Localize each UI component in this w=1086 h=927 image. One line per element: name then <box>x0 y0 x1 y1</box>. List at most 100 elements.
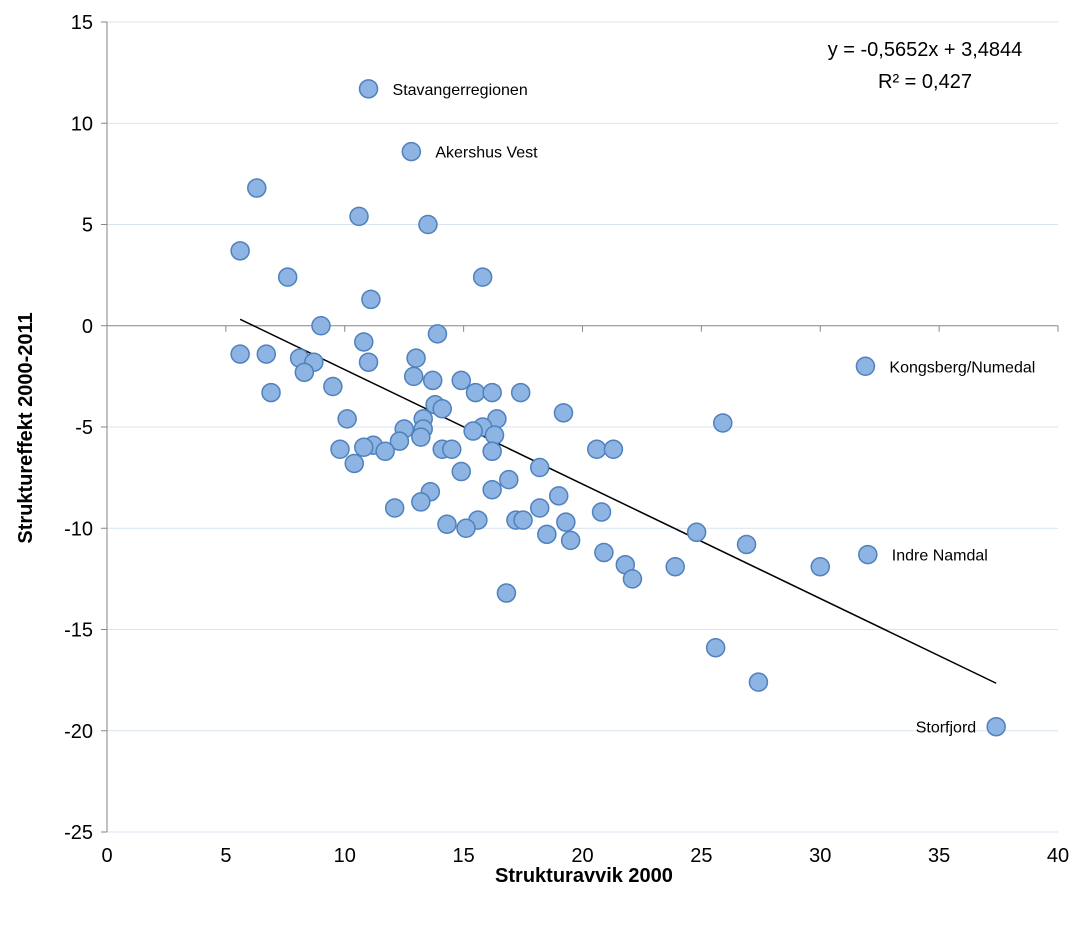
x-tick-label: 0 <box>101 845 112 867</box>
point-label: Akershus Vest <box>435 145 538 162</box>
data-point <box>553 403 574 423</box>
data-point <box>422 370 443 391</box>
trendline-group <box>239 318 997 684</box>
data-point <box>472 267 493 287</box>
point-label: Stavangerregionen <box>393 82 528 99</box>
data-point <box>594 542 614 563</box>
data-point <box>411 492 431 512</box>
data-point <box>713 413 733 433</box>
gridlines <box>107 21 1058 833</box>
data-point <box>855 356 876 376</box>
x-tick-labels: 0 5 10 15 20 25 30 35 40 <box>101 845 1069 867</box>
y-tick-labels: 15 10 5 0 -5 -10 -15 -20 -25 <box>64 12 93 844</box>
data-point <box>451 461 471 482</box>
data-point <box>858 544 878 565</box>
data-point <box>311 316 331 336</box>
y-tick-label: 5 <box>82 215 93 237</box>
data-point <box>482 441 502 462</box>
data-point <box>349 206 369 227</box>
data-point <box>330 439 350 460</box>
x-tick-label: 40 <box>1047 845 1069 867</box>
y-tick-label: -10 <box>64 518 93 540</box>
x-tick-label: 15 <box>453 845 475 867</box>
trendline-r-squared: R² = 0,427 <box>878 71 972 93</box>
trendline-equation: y = -0,5652x + 3,4844 <box>828 39 1023 61</box>
data-point <box>261 382 281 403</box>
data-point <box>361 289 381 310</box>
y-tick-label: -20 <box>64 721 93 743</box>
data-point <box>810 556 830 577</box>
data-point <box>587 439 607 460</box>
y-tick-label: 0 <box>82 316 93 338</box>
y-tick-label: 15 <box>71 12 93 34</box>
trendline <box>239 318 997 684</box>
data-point <box>354 332 374 352</box>
point-label: Indre Namdal <box>892 548 988 565</box>
data-point <box>603 439 624 460</box>
point-labels: Stavangerregionen Akershus Vest Kongsberg/… <box>393 82 1036 737</box>
data-point <box>344 453 365 474</box>
data-point <box>437 514 457 534</box>
data-point <box>323 376 343 397</box>
data-point <box>358 352 379 372</box>
data-point <box>247 178 267 198</box>
data-point <box>403 366 424 387</box>
data-point <box>556 512 576 532</box>
data-point <box>510 382 531 403</box>
data-point <box>277 267 298 287</box>
x-tick-label: 30 <box>809 845 831 867</box>
data-point <box>560 530 581 551</box>
data-point <box>465 382 486 403</box>
data-point <box>456 518 476 538</box>
y-axis-title: Struktureffekt 2000-2011 <box>15 312 37 543</box>
data-point <box>432 399 452 419</box>
y-tick-label: -25 <box>64 822 93 844</box>
data-point <box>401 141 422 162</box>
data-point <box>441 439 462 460</box>
data-points <box>230 79 1006 737</box>
data-point <box>294 362 315 383</box>
data-point <box>537 524 557 545</box>
data-point <box>389 431 410 451</box>
data-point <box>406 348 426 368</box>
data-point <box>529 498 550 518</box>
axes <box>101 21 1059 833</box>
data-point <box>384 498 405 518</box>
data-point <box>451 370 471 391</box>
data-point <box>358 79 379 99</box>
data-point <box>230 241 250 261</box>
x-tick-label: 25 <box>690 845 712 867</box>
data-point <box>736 534 757 555</box>
data-point <box>513 510 533 530</box>
x-tick-label: 10 <box>334 845 356 867</box>
data-point <box>230 344 250 364</box>
data-point <box>427 324 448 344</box>
data-point <box>482 382 502 403</box>
data-point <box>484 425 505 445</box>
data-point <box>686 522 707 543</box>
data-point <box>496 583 517 603</box>
data-point <box>337 409 357 429</box>
data-point <box>529 457 550 478</box>
y-tick-label: 10 <box>71 113 93 135</box>
data-point <box>665 556 685 577</box>
data-point <box>591 502 612 522</box>
x-axis-title: Strukturavvik 2000 <box>495 865 673 887</box>
data-point <box>463 421 483 441</box>
y-tick-label: -5 <box>75 417 93 439</box>
point-label: Storfjord <box>916 720 976 737</box>
data-point <box>411 427 431 447</box>
data-point <box>622 569 643 589</box>
data-point <box>986 716 1006 737</box>
data-point <box>748 672 769 692</box>
data-point <box>354 437 374 457</box>
y-tick-label: -15 <box>64 620 93 642</box>
data-point <box>499 469 519 490</box>
data-point <box>482 480 502 500</box>
data-point <box>256 344 277 364</box>
data-point <box>418 214 438 235</box>
x-tick-label: 20 <box>571 845 593 867</box>
x-tick-label: 35 <box>928 845 950 867</box>
data-point <box>375 441 395 462</box>
